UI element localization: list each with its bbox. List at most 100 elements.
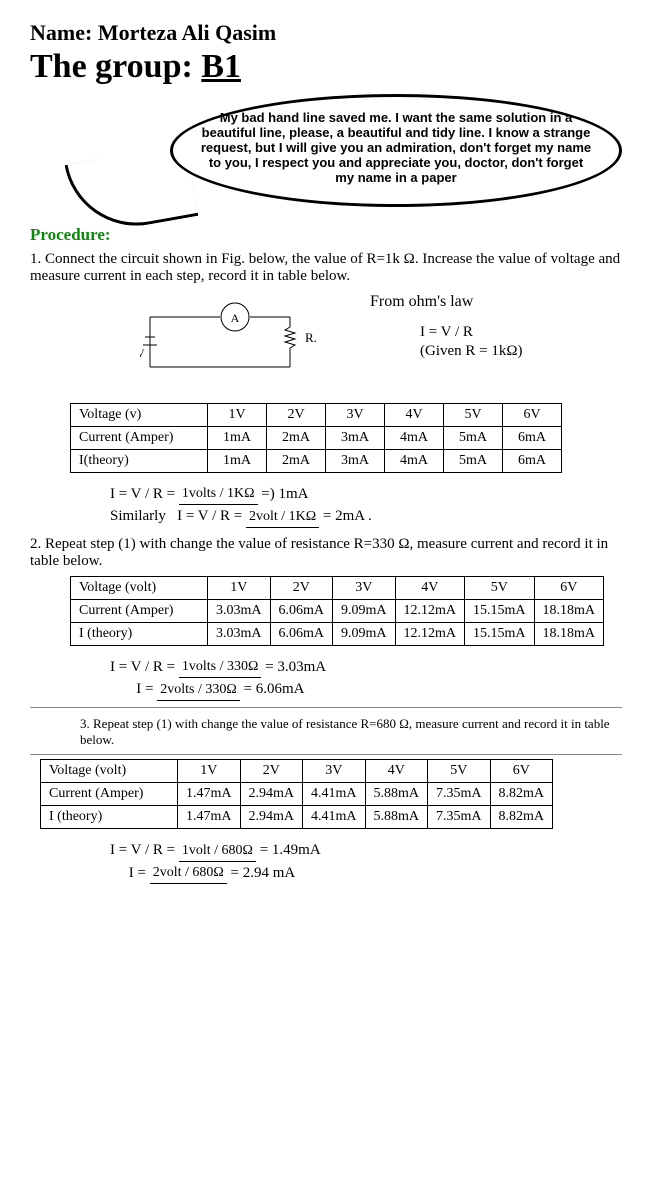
- table-row: I (theory)1.47mA2.94mA4.41mA5.88mA7.35mA…: [41, 805, 553, 828]
- ammeter-label: A: [231, 311, 240, 325]
- table-cell: 3mA: [326, 449, 385, 472]
- table-cell: 18.18mA: [534, 622, 604, 645]
- c3-l2c: = 2.94 mA: [231, 865, 296, 881]
- step-3-text: 3. Repeat step (1) with change the value…: [80, 716, 622, 748]
- divider: [30, 754, 622, 755]
- row-head: Voltage (v): [71, 403, 208, 426]
- table-cell: 2.94mA: [240, 805, 303, 828]
- circuit-diagram: A R. V: [140, 297, 320, 387]
- table-cell: 5V: [444, 403, 503, 426]
- table-cell: 6.06mA: [270, 622, 333, 645]
- table-row: Voltage (volt)1V2V3V4V5V6V: [71, 576, 604, 599]
- name-value: Morteza Ali Qasim: [98, 20, 276, 45]
- table-row: Current (Amper)1mA2mA3mA4mA5mA6mA: [71, 426, 562, 449]
- ohms-law-title: From ohm's law: [370, 293, 473, 311]
- row-head: Voltage (volt): [71, 576, 208, 599]
- row-head: Current (Amper): [41, 782, 178, 805]
- table-cell: 1mA: [208, 426, 267, 449]
- table-cell: 15.15mA: [465, 599, 535, 622]
- table-cell: 1V: [208, 403, 267, 426]
- table-row: I (theory)3.03mA6.06mA9.09mA12.12mA15.15…: [71, 622, 604, 645]
- c1-l1a: I = V / R =: [110, 486, 175, 502]
- table-cell: 5mA: [444, 449, 503, 472]
- table-cell: 2.94mA: [240, 782, 303, 805]
- table-2: Voltage (volt)1V2V3V4V5V6VCurrent (Amper…: [70, 576, 604, 646]
- callout-tail: [65, 144, 199, 237]
- table-cell: 6V: [490, 759, 553, 782]
- row-head: Current (Amper): [71, 426, 208, 449]
- resistor-label: R.: [305, 330, 317, 345]
- table-cell: 5V: [465, 576, 535, 599]
- c2-l1c: = 3.03mA: [265, 659, 326, 675]
- table-cell: 4V: [395, 576, 465, 599]
- ohms-eq2: (Given R = 1kΩ): [420, 343, 523, 359]
- c3-l2a: I =: [129, 865, 146, 881]
- table-row: Voltage (v)1V2V3V4V5V6V: [71, 403, 562, 426]
- table-cell: 6mA: [503, 449, 562, 472]
- procedure-heading: Procedure:: [30, 225, 622, 245]
- table-cell: 2mA: [267, 426, 326, 449]
- c3-l1c: = 1.49mA: [260, 842, 321, 858]
- c2-l2a: I =: [136, 681, 153, 697]
- table-cell: 5.88mA: [365, 805, 428, 828]
- circuit-and-ohms: A R. V From ohm's law I = V / R (Given R…: [30, 293, 622, 393]
- table-cell: 5mA: [444, 426, 503, 449]
- table-cell: 1mA: [208, 449, 267, 472]
- c1-l1b: 1volts / 1KΩ: [179, 483, 258, 505]
- table-cell: 2V: [267, 403, 326, 426]
- table-cell: 6V: [503, 403, 562, 426]
- table-cell: 3.03mA: [208, 622, 271, 645]
- c2-l2c: = 6.06mA: [244, 681, 305, 697]
- callout-bubble: My bad hand line saved me. I want the sa…: [170, 94, 622, 207]
- divider: [30, 707, 622, 708]
- calc-3: I = V / R = 1volt / 680Ω = 1.49mA I = 2v…: [110, 839, 622, 884]
- table-cell: 6mA: [503, 426, 562, 449]
- name-label: Name:: [30, 20, 92, 45]
- table-1: Voltage (v)1V2V3V4V5V6VCurrent (Amper)1m…: [70, 403, 562, 473]
- table-cell: 1V: [178, 759, 241, 782]
- table-cell: 4V: [365, 759, 428, 782]
- c3-l2b: 2volt / 680Ω: [150, 862, 227, 884]
- table-row: Voltage (volt)1V2V3V4V5V6V: [41, 759, 553, 782]
- table-row: Current (Amper)1.47mA2.94mA4.41mA5.88mA7…: [41, 782, 553, 805]
- group-line: The group: B1: [30, 48, 622, 86]
- ohms-eq1: I = V / R: [420, 324, 473, 340]
- ohms-law-eq: I = V / R (Given R = 1kΩ): [420, 323, 523, 362]
- c2-l2b: 2volts / 330Ω: [157, 679, 240, 701]
- c1-l2a: Similarly: [110, 508, 166, 524]
- group-label: The group:: [30, 48, 193, 85]
- table-cell: 8.82mA: [490, 805, 553, 828]
- calc-1: I = V / R = 1volts / 1KΩ =) 1mA Similarl…: [110, 483, 622, 528]
- row-head: Voltage (volt): [41, 759, 178, 782]
- table-cell: 3.03mA: [208, 599, 271, 622]
- table-row: I(theory)1mA2mA3mA4mA5mA6mA: [71, 449, 562, 472]
- c1-l2d: = 2mA .: [323, 508, 372, 524]
- group-value: B1: [201, 48, 241, 85]
- table-cell: 9.09mA: [333, 622, 396, 645]
- table-cell: 1.47mA: [178, 805, 241, 828]
- table-cell: 5V: [428, 759, 491, 782]
- c2-l1b: 1volts / 330Ω: [179, 656, 262, 678]
- table-cell: 5.88mA: [365, 782, 428, 805]
- c3-l1b: 1volt / 680Ω: [179, 840, 256, 862]
- table-cell: 2V: [240, 759, 303, 782]
- table-cell: 2V: [270, 576, 333, 599]
- table-cell: 1V: [208, 576, 271, 599]
- c1-l2c: 2volt / 1KΩ: [246, 506, 319, 528]
- table-cell: 9.09mA: [333, 599, 396, 622]
- table-cell: 3V: [326, 403, 385, 426]
- table-cell: 6.06mA: [270, 599, 333, 622]
- c2-l1a: I = V / R =: [110, 659, 175, 675]
- row-head: I (theory): [41, 805, 178, 828]
- table-cell: 4.41mA: [303, 782, 366, 805]
- table-cell: 1.47mA: [178, 782, 241, 805]
- table-cell: 6V: [534, 576, 604, 599]
- calc-2: I = V / R = 1volts / 330Ω = 3.03mA I = 2…: [110, 656, 622, 701]
- table-cell: 3V: [333, 576, 396, 599]
- table-cell: 3mA: [326, 426, 385, 449]
- table-3: Voltage (volt)1V2V3V4V5V6VCurrent (Amper…: [40, 759, 553, 829]
- table-cell: 4V: [385, 403, 444, 426]
- table-cell: 3V: [303, 759, 366, 782]
- source-label: V: [140, 346, 145, 360]
- table-cell: 2mA: [267, 449, 326, 472]
